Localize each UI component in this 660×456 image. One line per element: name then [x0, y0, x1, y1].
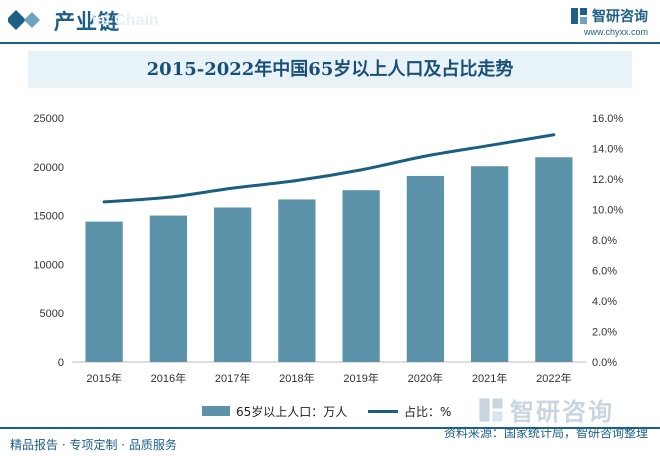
y-left-tick-label: 25000: [33, 113, 64, 125]
section-title: 产业链: [54, 10, 120, 34]
brand-name: 智研咨询: [592, 9, 648, 25]
legend-line-swatch: [368, 410, 398, 413]
chyxx-logo-icon: [479, 397, 503, 422]
y-right-tick-label: 8.0%: [592, 235, 617, 247]
footer-brand-name: 智研咨询: [510, 398, 614, 426]
header-watermark: ial Chain: [92, 12, 159, 29]
chyxx-logo-icon: [571, 8, 587, 24]
legend-bar-swatch: [202, 406, 230, 416]
y-left-tick-label: 20000: [33, 162, 64, 174]
y-left-tick-label: 0: [58, 357, 64, 369]
x-tick-label: 2022年: [536, 371, 571, 385]
x-tick-label: 2016年: [151, 371, 186, 385]
y-right-tick-label: 2.0%: [592, 327, 617, 339]
x-tick-label: 2017年: [215, 371, 250, 385]
y-left-tick-label: 5000: [40, 308, 64, 320]
y-right-tick-label: 10.0%: [592, 205, 623, 217]
x-tick-label: 2020年: [408, 371, 443, 385]
chart-title: 2015-2022年中国65岁以上人口及占比走势: [146, 59, 514, 80]
x-tick-label: 2019年: [343, 371, 378, 385]
footer-tagline: 精品报告 · 专项定制 · 品质服务: [10, 438, 177, 452]
y-right-tick-label: 4.0%: [592, 296, 617, 308]
y-right-tick-label: 6.0%: [592, 266, 617, 278]
bar: [406, 175, 445, 362]
diamond-icon: [8, 10, 40, 30]
y-right-tick-label: 0.0%: [592, 357, 617, 369]
footer-brand: 智研咨询: [478, 392, 614, 427]
y-left-tick-label: 15000: [33, 211, 64, 223]
chart: 0 5000 10000 15000 20000 25000 0.0% 2.0% 4.0% 6.0…: [33, 113, 623, 385]
bar: [213, 207, 252, 362]
x-tick-label: 2021年: [472, 371, 507, 385]
y-right-tick-label: 12.0%: [592, 174, 623, 186]
chart-title-bar: 2015-2022年中国65岁以上人口及占比走势: [28, 51, 632, 88]
y-right-tick-label: 14.0%: [592, 144, 623, 156]
ratio-line: [102, 133, 556, 204]
source-note: 资料来源：国家统计局，智研咨询整理: [443, 426, 648, 440]
legend: 65岁以上人口：万人 占比：%: [0, 401, 660, 421]
bar: [342, 190, 380, 362]
x-tick-label: 2018年: [279, 371, 314, 385]
footer-divider: [0, 427, 660, 429]
bar: [85, 221, 123, 362]
bar: [149, 215, 188, 362]
bar: [278, 199, 316, 362]
bar: [470, 166, 509, 362]
y-left-tick-label: 10000: [33, 259, 64, 271]
brand-url: www.chyxx.com: [583, 27, 648, 37]
brand-logo: 智研咨询 www.chyxx.com: [570, 6, 648, 37]
legend-line-label: 占比：%: [404, 405, 452, 419]
y-right-tick-label: 16.0%: [592, 113, 623, 125]
x-tick-label: 2015年: [86, 371, 121, 385]
header-divider: [0, 42, 660, 44]
page-header: 产业链 ial Chain 智研咨询 www.chyxx.com: [0, 0, 660, 44]
legend-bar-label: 65岁以上人口：万人: [236, 405, 348, 419]
bar: [535, 157, 573, 362]
